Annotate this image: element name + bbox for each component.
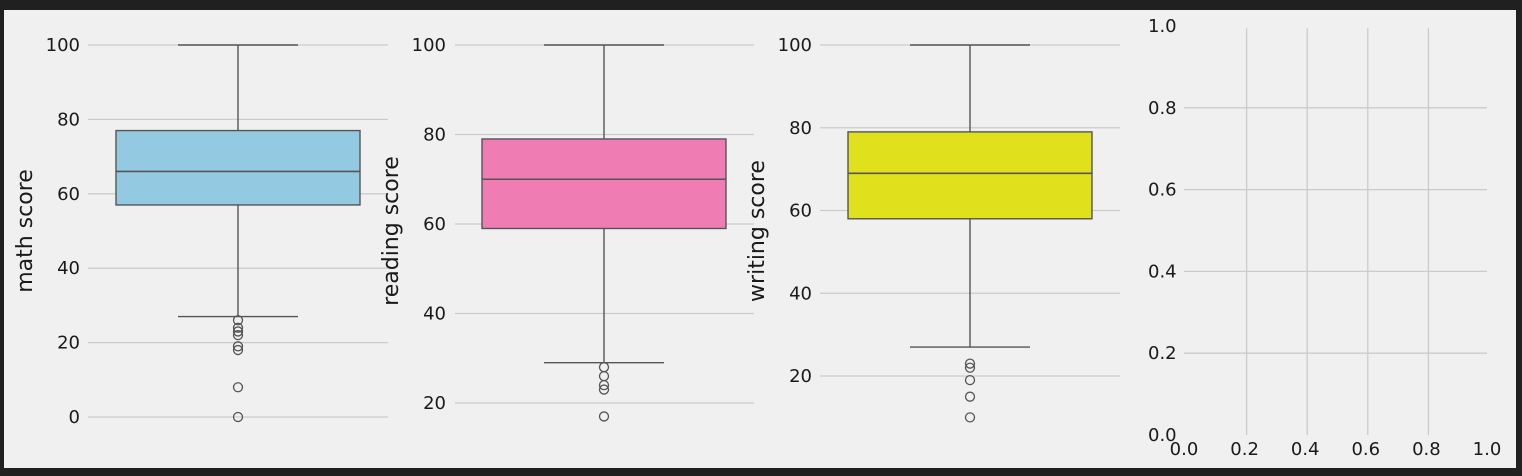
empty-x-tick-label: 0.8 xyxy=(1412,439,1441,460)
reading-y-ticks: 20 40 60 80 100 xyxy=(412,35,446,414)
empty-y-tick-label: 1.0 xyxy=(1148,16,1177,37)
math-y-tick-label: 40 xyxy=(57,258,80,279)
empty-y-tick-label: 0.8 xyxy=(1148,98,1177,119)
writing-y-tick-label: 40 xyxy=(789,283,812,304)
math-y-tick-label: 0 xyxy=(69,407,80,428)
writing-score-ylabel: writing score xyxy=(745,160,770,302)
reading-y-tick-label: 80 xyxy=(423,125,446,146)
math-outlier-point xyxy=(232,411,244,423)
math-y-tick-label: 80 xyxy=(57,109,80,130)
writing-outlier-point xyxy=(964,412,976,423)
reading-outlier-point xyxy=(598,384,610,395)
empty-x-tick-label: 0.2 xyxy=(1230,439,1259,460)
reading-score-panel: 20 40 60 80 100 reading score xyxy=(379,35,754,422)
math-score-panel: 0 20 40 60 80 100 math score xyxy=(13,35,388,428)
figure-background xyxy=(4,10,1516,468)
math-outlier-point xyxy=(232,382,244,393)
empty-y-tick-label: 0.2 xyxy=(1148,343,1177,364)
writing-y-tick-label: 100 xyxy=(778,35,812,56)
reading-outlier-point xyxy=(598,379,610,391)
writing-y-tick-label: 20 xyxy=(789,366,812,387)
writing-score-panel: 20 40 60 80 100 writing score xyxy=(745,35,1120,423)
empty-y-tick-label: 0.0 xyxy=(1148,425,1177,446)
math-score-box xyxy=(115,44,361,423)
empty-x-tick-label: 1.0 xyxy=(1473,439,1502,460)
writing-y-ticks: 20 40 60 80 100 xyxy=(778,35,812,387)
empty-grid-lines xyxy=(1184,28,1487,435)
math-outlier-point xyxy=(232,326,244,337)
reading-y-tick-label: 60 xyxy=(423,214,446,235)
reading-y-tick-label: 20 xyxy=(423,393,446,414)
empty-axes-panel: 0.0 0.2 0.4 0.6 0.8 1.0 0.0 0.2 0.4 0.6 0.8 1.0 xyxy=(1148,16,1501,460)
reading-iqr-box xyxy=(481,138,727,230)
writing-y-tick-label: 60 xyxy=(789,201,812,222)
math-score-ylabel: math score xyxy=(13,169,38,293)
math-iqr-box xyxy=(115,129,361,206)
math-y-tick-label: 100 xyxy=(46,35,80,56)
reading-score-box xyxy=(481,44,727,422)
reading-outlier-point xyxy=(598,411,610,422)
empty-x-tick-label: 0.0 xyxy=(1170,439,1199,460)
writing-outlier-point xyxy=(964,362,976,373)
reading-y-tick-label: 100 xyxy=(412,35,446,56)
empty-y-tick-label: 0.4 xyxy=(1148,261,1177,282)
empty-x-tick-label: 0.6 xyxy=(1351,439,1380,460)
writing-score-box xyxy=(847,44,1093,423)
empty-x-tick-label: 0.4 xyxy=(1291,439,1320,460)
writing-y-tick-label: 80 xyxy=(789,118,812,139)
math-y-tick-label: 20 xyxy=(57,333,80,354)
math-outlier-point xyxy=(232,344,244,356)
reading-score-ylabel: reading score xyxy=(379,156,404,306)
math-outlier-point xyxy=(232,315,244,326)
math-outlier-point xyxy=(232,322,244,333)
empty-y-tick-label: 0.6 xyxy=(1148,180,1177,201)
writing-outlier-point xyxy=(964,391,976,402)
empty-axes-ticks: 0.0 0.2 0.4 0.6 0.8 1.0 0.0 0.2 0.4 0.6 0.8 1.0 xyxy=(1148,16,1501,460)
writing-iqr-box xyxy=(847,131,1093,220)
math-outlier-point xyxy=(232,341,244,352)
math-y-tick-label: 60 xyxy=(57,184,80,205)
math-outlier-point xyxy=(232,330,244,341)
writing-outlier-point xyxy=(964,358,976,369)
writing-outlier-point xyxy=(964,374,976,386)
math-y-ticks: 0 20 40 60 80 100 xyxy=(46,35,80,428)
reading-y-tick-label: 40 xyxy=(423,304,446,325)
